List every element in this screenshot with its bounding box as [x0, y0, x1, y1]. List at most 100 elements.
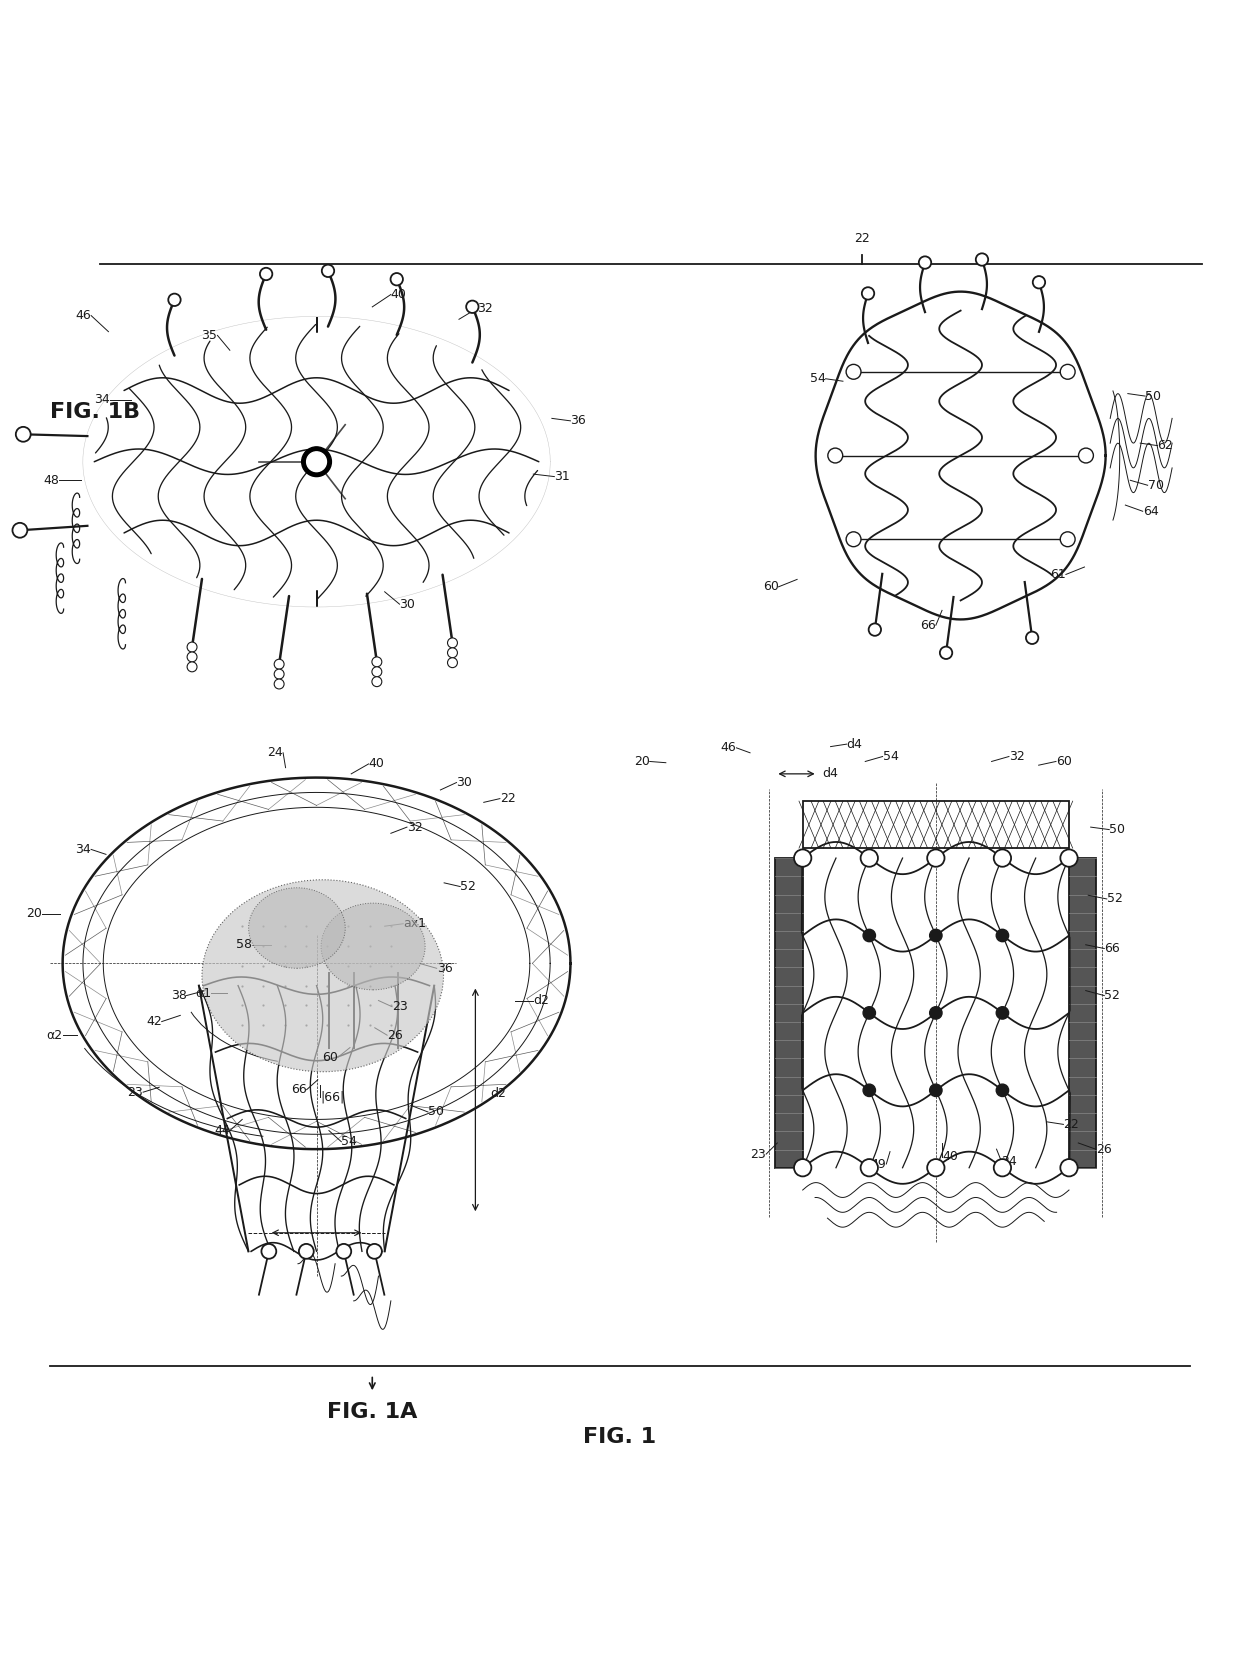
Text: 49: 49 [870, 1157, 887, 1170]
Circle shape [996, 1007, 1008, 1019]
Circle shape [1060, 850, 1078, 866]
Circle shape [993, 850, 1011, 866]
Text: 40: 40 [391, 289, 407, 301]
Circle shape [372, 667, 382, 677]
Circle shape [846, 364, 861, 379]
Text: 26: 26 [1096, 1143, 1111, 1155]
Bar [802, 801, 1069, 848]
Circle shape [993, 1159, 1011, 1177]
Circle shape [930, 1007, 942, 1019]
Text: 36: 36 [436, 962, 453, 975]
Text: 54: 54 [883, 751, 899, 762]
Bar [1069, 858, 1096, 1167]
Circle shape [306, 452, 326, 472]
Circle shape [322, 265, 335, 277]
Text: 66: 66 [291, 1083, 306, 1096]
Circle shape [260, 267, 273, 280]
Text: d2: d2 [533, 994, 549, 1007]
Circle shape [1079, 448, 1094, 463]
Circle shape [794, 850, 811, 866]
Circle shape [187, 641, 197, 651]
Text: 44: 44 [215, 1123, 229, 1137]
Circle shape [930, 928, 942, 942]
Text: 54: 54 [810, 373, 826, 384]
Text: 60: 60 [1056, 756, 1071, 767]
Circle shape [928, 1159, 945, 1177]
Text: 54: 54 [341, 1135, 357, 1148]
Circle shape [930, 1085, 942, 1096]
Circle shape [919, 257, 931, 269]
Circle shape [869, 623, 882, 636]
Text: 48: 48 [43, 473, 60, 487]
Circle shape [169, 294, 181, 306]
Circle shape [187, 651, 197, 662]
Text: 58: 58 [236, 939, 252, 952]
Text: 52: 52 [1107, 893, 1122, 905]
Text: 50: 50 [1146, 390, 1161, 403]
Text: 22: 22 [853, 232, 869, 245]
Circle shape [299, 1244, 314, 1259]
Text: 34: 34 [94, 393, 109, 406]
Text: 20: 20 [26, 907, 42, 920]
Text: 60: 60 [321, 1051, 337, 1064]
Ellipse shape [321, 903, 425, 991]
Text: 50: 50 [428, 1105, 444, 1118]
Text: 52: 52 [1105, 989, 1120, 1002]
Circle shape [1060, 1159, 1078, 1177]
Circle shape [466, 301, 479, 312]
Circle shape [1060, 532, 1075, 547]
Text: 38: 38 [171, 989, 186, 1002]
Circle shape [976, 254, 988, 265]
Text: d4: d4 [847, 737, 863, 751]
Text: 32: 32 [1009, 751, 1024, 762]
Circle shape [1060, 364, 1075, 379]
Text: 22: 22 [500, 792, 516, 806]
Circle shape [861, 1159, 878, 1177]
Circle shape [863, 1085, 875, 1096]
Text: 23: 23 [750, 1148, 766, 1160]
Text: 20: 20 [634, 756, 650, 767]
Circle shape [1033, 275, 1045, 289]
Text: FIG. 1: FIG. 1 [584, 1427, 656, 1447]
Circle shape [367, 1244, 382, 1259]
Text: 34: 34 [76, 843, 91, 856]
Text: 40: 40 [942, 1150, 959, 1164]
Ellipse shape [202, 880, 444, 1071]
Circle shape [372, 677, 382, 687]
Text: 70: 70 [1148, 479, 1163, 492]
Text: 32: 32 [477, 302, 494, 314]
Circle shape [274, 660, 284, 670]
Circle shape [336, 1244, 351, 1259]
Circle shape [187, 662, 197, 672]
Circle shape [863, 1007, 875, 1019]
Text: d4: d4 [822, 767, 838, 781]
Text: 50: 50 [1110, 823, 1125, 836]
Text: 42: 42 [146, 1016, 161, 1028]
Circle shape [448, 658, 458, 668]
Text: 24: 24 [268, 745, 283, 759]
Text: 23: 23 [128, 1086, 143, 1098]
Circle shape [1025, 631, 1038, 645]
Text: 30: 30 [399, 598, 415, 611]
Text: 40: 40 [368, 757, 384, 771]
Circle shape [448, 638, 458, 648]
Text: d2: d2 [490, 1088, 506, 1100]
Text: 66: 66 [1105, 942, 1120, 955]
Circle shape [940, 646, 952, 658]
Text: 62: 62 [1158, 440, 1173, 452]
Text: 46: 46 [76, 309, 91, 322]
Circle shape [301, 447, 331, 477]
Text: 30: 30 [456, 776, 472, 789]
Text: 64: 64 [1143, 505, 1158, 517]
Circle shape [274, 678, 284, 688]
Circle shape [828, 448, 843, 463]
Circle shape [262, 1244, 277, 1259]
Circle shape [794, 1159, 811, 1177]
Text: 24: 24 [1002, 1155, 1017, 1169]
Circle shape [391, 274, 403, 285]
Text: 66: 66 [920, 620, 936, 631]
Text: 32: 32 [407, 821, 423, 833]
Circle shape [16, 426, 31, 442]
Circle shape [448, 648, 458, 658]
Text: 35: 35 [202, 329, 217, 343]
